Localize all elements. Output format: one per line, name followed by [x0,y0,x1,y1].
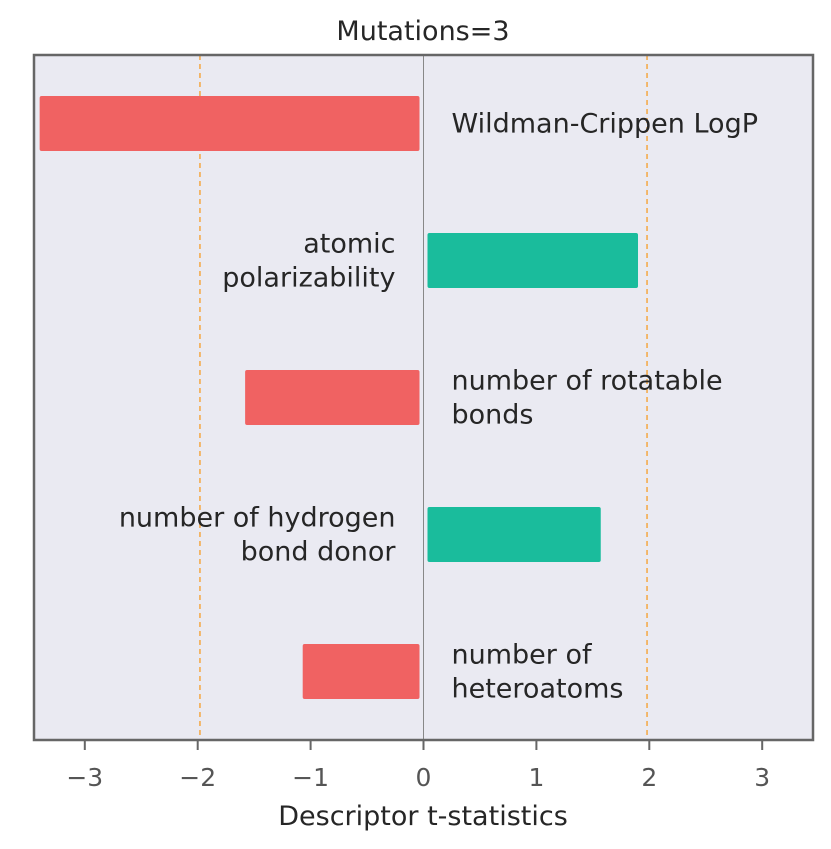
bar [39,96,420,151]
bar [427,507,601,562]
bar [302,644,420,699]
bars [39,96,639,699]
bar-label: number of hydrogen bond donor [119,503,397,568]
x-axis: −3 −2 −1 0 1 2 3 [66,740,770,792]
x-tick-label: −3 [66,763,103,792]
bar-labels: Wildman-Crippen LogP atomic polarizability… [119,109,758,705]
x-tick-label: 3 [754,763,770,792]
x-tick-label: 2 [641,763,657,792]
bar-label: number of rotatable bonds [452,366,723,431]
x-tick-label: −2 [179,763,216,792]
x-axis-label: Descriptor t-statistics [278,801,568,832]
bar-label: number of heteroatoms [452,640,624,705]
x-tick-label: 1 [528,763,544,792]
x-tick-label: −1 [292,763,329,792]
chart-title: Mutations=3 [336,16,509,47]
bar-label: Wildman-Crippen LogP [452,109,759,140]
bar-label: atomic polarizability [222,229,395,294]
bar [245,370,420,425]
x-tick-label: 0 [416,763,432,792]
bar [427,233,639,288]
threshold-lines [199,55,648,740]
